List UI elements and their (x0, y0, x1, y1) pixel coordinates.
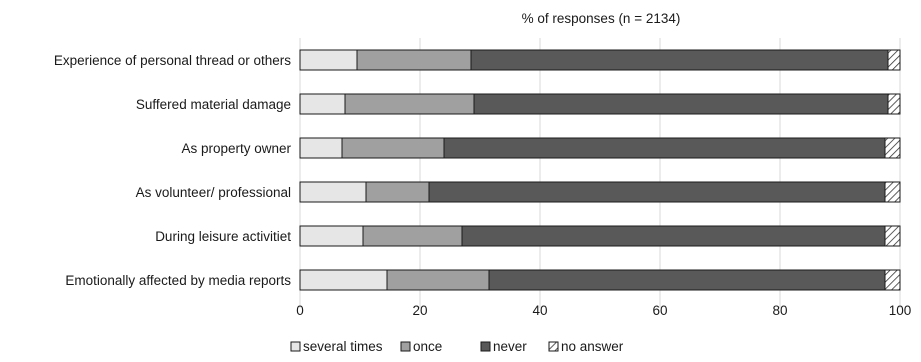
bar-group (299, 49, 901, 291)
bar-segment-no-answer (887, 49, 901, 71)
bar-segment-once (386, 269, 490, 291)
bar-segment-no-answer (884, 181, 901, 203)
bar-segment-several-times (299, 137, 343, 159)
x-axis: 0 20 40 60 80 100 (296, 303, 911, 318)
x-tick-label: 100 (889, 303, 912, 318)
legend-label: never (493, 339, 527, 354)
category-label: Emotionally affected by media reports (65, 273, 291, 288)
bar-segment-several-times (299, 181, 367, 203)
bar-segment-once (344, 93, 475, 115)
x-tick-label: 0 (296, 303, 304, 318)
chart-title: % of responses (n = 2134) (522, 11, 681, 26)
x-tick-label: 40 (532, 303, 547, 318)
category-label: During leisure activitiet (155, 229, 291, 244)
bar-segment-never (488, 269, 886, 291)
bar-segment-no-answer (884, 269, 901, 291)
legend-label: no answer (561, 339, 624, 354)
bar-segment-once (341, 137, 445, 159)
legend-swatch (480, 341, 491, 352)
category-label: Experience of personal thread or others (54, 53, 291, 68)
bar-segment-once (365, 181, 430, 203)
category-label: As property owner (181, 141, 291, 156)
category-labels: Experience of personal thread or others S… (54, 53, 292, 288)
bar-segment-never (473, 93, 889, 115)
legend: several times once never no answer (290, 339, 624, 354)
bar-segment-never (461, 225, 886, 247)
bar-segment-never (443, 137, 886, 159)
gridlines (299, 38, 901, 308)
bar-segment-no-answer (884, 225, 901, 247)
legend-swatch (400, 341, 411, 352)
x-tick-label: 80 (772, 303, 787, 318)
x-tick-label: 20 (412, 303, 427, 318)
bar-segment-never (428, 181, 886, 203)
bar-segment-no-answer (887, 93, 901, 115)
legend-label: once (413, 339, 442, 354)
category-label: Suffered material damage (136, 97, 291, 112)
legend-label: several times (303, 339, 383, 354)
bar-segment-several-times (299, 269, 388, 291)
legend-swatch (548, 341, 559, 352)
bar-segment-several-times (299, 93, 346, 115)
category-label: As volunteer/ professional (136, 185, 291, 200)
legend-swatch (290, 341, 301, 352)
bar-segment-no-answer (884, 137, 901, 159)
bar-segment-once (356, 49, 472, 71)
x-tick-label: 60 (652, 303, 667, 318)
bar-segment-once (362, 225, 463, 247)
bar-segment-several-times (299, 49, 358, 71)
bar-segment-never (470, 49, 889, 71)
bar-segment-several-times (299, 225, 364, 247)
